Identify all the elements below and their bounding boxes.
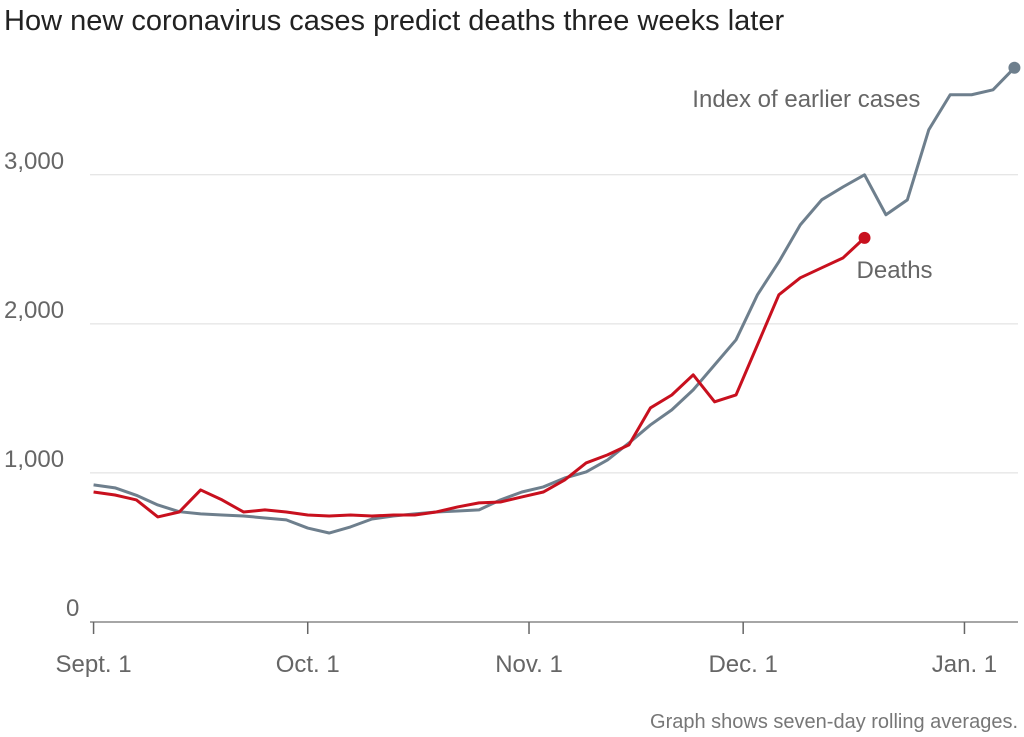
chart-note: Graph shows seven-day rolling averages. — [650, 711, 1018, 733]
end-point — [858, 231, 871, 244]
x-tick-label: Oct. 1 — [276, 651, 340, 678]
x-tick-label: Sept. 1 — [56, 651, 132, 678]
chart-title: How new coronavirus cases predict deaths… — [4, 5, 784, 37]
series-label: Deaths — [857, 257, 933, 284]
series-line — [93, 66, 1016, 535]
x-tick-label: Jan. 1 — [932, 651, 997, 678]
x-tick-label: Dec. 1 — [708, 651, 777, 678]
series-label: Index of earlier cases — [692, 86, 920, 113]
y-tick-label: 0 — [66, 595, 79, 622]
series-line — [93, 236, 866, 519]
end-point — [1008, 61, 1021, 74]
x-tick-label: Nov. 1 — [495, 651, 563, 678]
y-tick-label: 1,000 — [4, 446, 64, 473]
y-tick-label: 2,000 — [4, 297, 64, 324]
y-tick-label: 3,000 — [4, 148, 64, 175]
